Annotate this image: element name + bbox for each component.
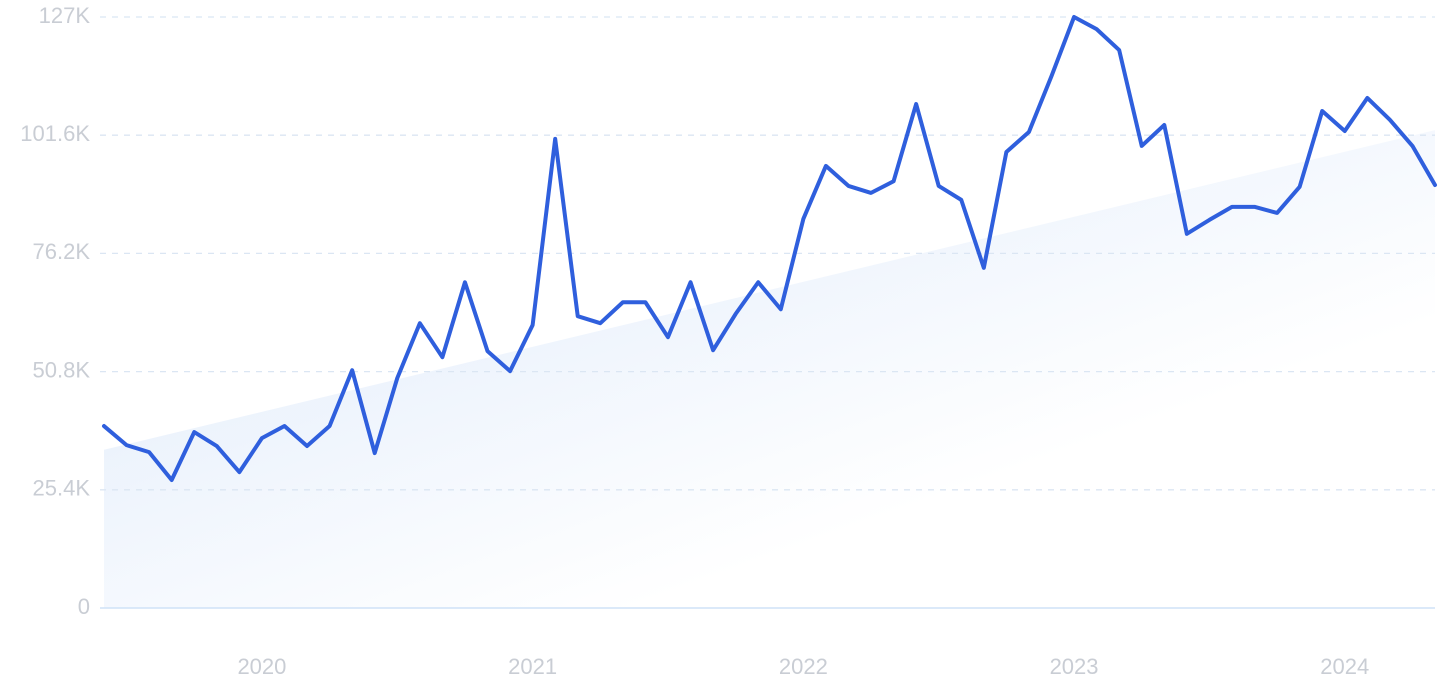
line — [102, 15, 1437, 483]
y-tick-label: 0 — [78, 594, 90, 619]
y-tick-label: 101.6K — [20, 121, 90, 146]
y-tick-label: 50.8K — [33, 357, 91, 382]
x-tick-label: 2023 — [1050, 654, 1099, 679]
x-tick-label: 2022 — [779, 654, 828, 679]
y-tick-label: 25.4K — [33, 476, 91, 501]
x-tick-label: 2020 — [237, 654, 286, 679]
y-tick-label: 127K — [39, 3, 91, 28]
y-tick-label: 76.2K — [33, 239, 91, 264]
x-tick-label: 2024 — [1320, 654, 1369, 679]
trend-area — [104, 130, 1435, 608]
x-tick-label: 2021 — [508, 654, 557, 679]
